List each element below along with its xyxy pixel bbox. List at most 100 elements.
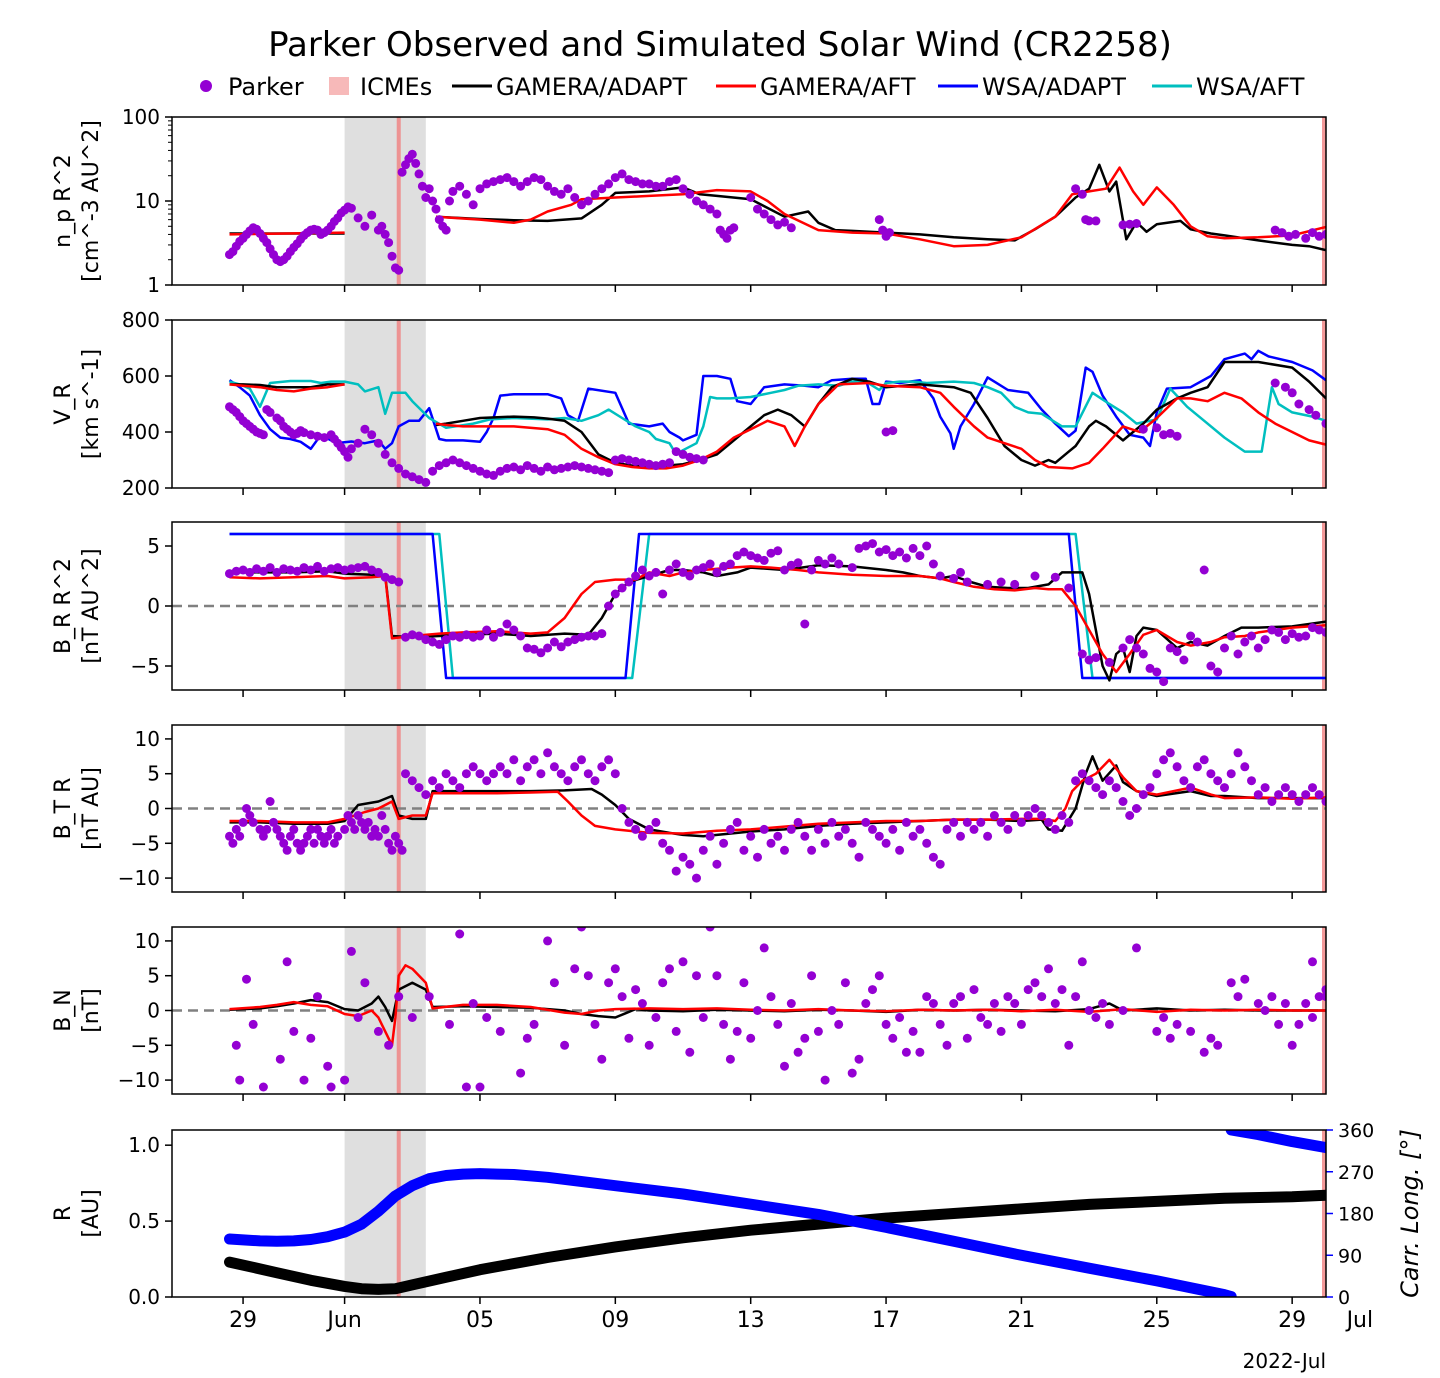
parker-point [387,845,397,855]
parker-point [570,964,580,974]
parker-point [285,565,295,575]
parker-point [665,845,674,855]
y-tick-label: 5 [147,534,160,558]
parker-point [235,831,245,841]
parker-point [245,811,255,820]
parker-point [1301,790,1311,800]
parker-point [895,547,905,557]
right-tick-label: 270 [1338,1162,1374,1184]
parker-point [1071,776,1081,786]
parker-point [1280,999,1290,1008]
parker-point [847,838,857,848]
parker-point [529,755,539,765]
parker-point [326,564,336,574]
parker-point [732,551,742,561]
parker-point [665,565,674,575]
parker-point [1253,790,1263,800]
parker-point [461,189,471,199]
parker-point [394,463,404,473]
parker-point [840,978,850,988]
legend-marker-parker [200,80,212,92]
parker-point [489,769,498,779]
parker-point [563,462,573,472]
parker-point [1125,811,1135,820]
parker-point [759,824,769,834]
parker-point [509,625,519,635]
parker-point [353,563,363,573]
parker-point [962,1033,972,1043]
parker-point [495,627,505,637]
series-gamera-adapt [229,981,1326,1023]
parker-point [434,639,444,649]
parker-point [570,635,580,645]
series-gamera-aft [435,166,1326,248]
parker-point [235,1075,245,1085]
parker-point [1213,1040,1223,1050]
parker-point [1274,1019,1284,1029]
parker-point [1084,216,1094,226]
parker-point [1301,999,1311,1008]
parker-point [868,539,877,549]
parker-point [935,571,945,581]
parker-point [935,1019,945,1029]
parker-point [597,466,607,476]
parker-point [1179,655,1189,665]
parker-point [610,769,620,779]
parker-point [685,571,695,581]
parker-point [441,769,451,779]
panel-content [225,349,1326,487]
parker-point [753,1006,762,1015]
parker-point [1253,999,1263,1008]
parker-point [1226,978,1236,988]
y-axis-label: n_p R^2 [cm^-3 AU^2] [51,120,104,282]
parker-point [577,462,586,472]
parker-point [1220,643,1229,653]
parker-point [414,169,424,179]
parker-point [989,811,999,820]
y-tick-label: 0.5 [128,1209,160,1233]
parker-point [414,475,424,485]
parker-point [705,831,715,841]
parker-point [350,824,360,834]
parker-point [1037,992,1047,1002]
parker-point [1152,423,1162,433]
parker-point [384,838,394,848]
y-tick-label: 0.0 [128,1285,160,1309]
parker-point [1050,824,1060,834]
panel-np: 1 10 100 n_p R^2 [cm^-3 AU^2] [51,105,1327,297]
parker-point [854,1054,864,1064]
parker-point [908,1026,918,1036]
parker-point [834,1019,844,1029]
parker-point [644,1040,654,1050]
parker-point [874,971,884,981]
parker-point [766,838,776,848]
parker-point [1152,1026,1162,1036]
parker-point [1253,643,1263,653]
parker-point [441,458,451,468]
parker-point [1274,627,1284,637]
parker-point [1213,776,1223,786]
parker-point [753,204,762,214]
parker-point [285,831,295,841]
series-gamera-adapt [435,360,1326,467]
parker-point [424,992,434,1002]
parker-point [1304,405,1314,415]
panel-content [225,532,1326,687]
parker-point [549,186,559,196]
parker-point [455,783,465,793]
parker-point [753,852,762,862]
parker-point [793,1047,803,1057]
y-tick-label: 5 [147,964,160,988]
parker-point [1111,783,1121,793]
parker-point [360,561,370,571]
parker-point [590,1019,600,1029]
parker-point [275,1054,285,1064]
parker-point [908,543,918,553]
parker-point [637,458,647,468]
parker-point [313,561,322,571]
parker-point [610,455,620,465]
parker-point [346,946,356,956]
parker-point [583,971,593,981]
parker-point [1098,790,1108,800]
